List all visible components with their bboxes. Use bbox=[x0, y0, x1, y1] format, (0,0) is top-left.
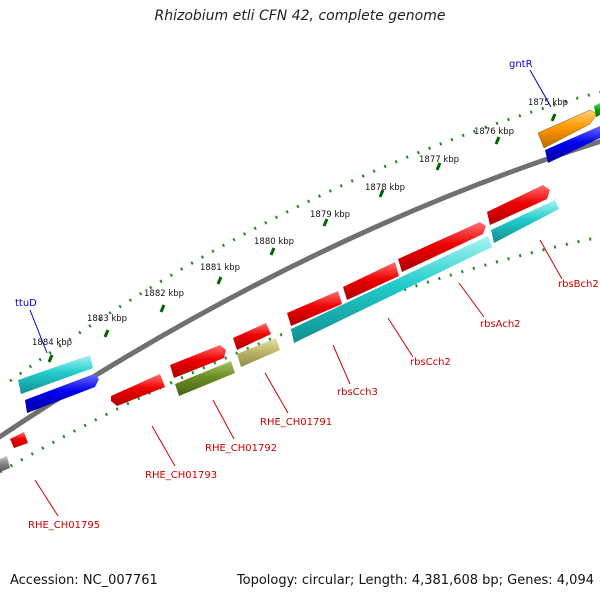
gene-label-rhe-ch01795[interactable]: RHE_CH01795 bbox=[28, 520, 100, 531]
tick-1884 bbox=[47, 354, 54, 363]
gene-label-gntr[interactable]: gntR bbox=[509, 59, 533, 70]
gene-rbscch3-red[interactable] bbox=[287, 291, 342, 326]
gene-label-ttud[interactable]: ttuD bbox=[15, 298, 37, 309]
gene-label-rbscch3[interactable]: rbsCch3 bbox=[337, 387, 378, 398]
leader-rbscch3 bbox=[332, 344, 351, 385]
tick-label-1877: 1877 kbp bbox=[419, 155, 459, 165]
gene-rhe-ch01792-red[interactable] bbox=[170, 345, 226, 378]
gene-gntr-arrow[interactable] bbox=[537, 109, 598, 149]
tick-1875 bbox=[550, 113, 557, 122]
leader-ttud bbox=[29, 309, 48, 354]
tick-marks bbox=[47, 113, 557, 363]
gene-gray-partial[interactable] bbox=[0, 456, 10, 472]
leader-rhe-ch01795 bbox=[34, 479, 59, 517]
gene-blue-upper[interactable] bbox=[545, 126, 600, 163]
gene-ttud-arrow[interactable] bbox=[25, 374, 99, 413]
gene-rbs-cyan-long[interactable] bbox=[291, 236, 492, 343]
tick-1881 bbox=[216, 276, 223, 285]
leader-rbscch2 bbox=[387, 317, 414, 358]
gene-cyan-left[interactable] bbox=[18, 355, 93, 394]
gene-label-rbsach2[interactable]: rbsAch2 bbox=[480, 319, 521, 330]
tick-label-1883: 1883 kbp bbox=[87, 314, 127, 324]
tick-label-1876: 1876 kbp bbox=[474, 127, 514, 137]
tick-1879 bbox=[322, 218, 329, 227]
leader-rbsbch2 bbox=[539, 239, 563, 280]
tick-label-1881: 1881 kbp bbox=[200, 263, 240, 273]
gene-rbsach2-red[interactable] bbox=[398, 222, 486, 272]
leader-rhe-ch01792 bbox=[212, 399, 235, 440]
tick-1876 bbox=[494, 136, 501, 145]
tick-1883 bbox=[103, 329, 110, 338]
tick-1880 bbox=[269, 247, 276, 256]
leader-rbsach2 bbox=[458, 282, 485, 318]
gene-rhe-ch01791-khaki[interactable] bbox=[237, 338, 280, 367]
tick-1877 bbox=[435, 162, 442, 171]
gene-label-rhe-ch01792[interactable]: RHE_CH01792 bbox=[205, 443, 277, 454]
tick-label-1880: 1880 kbp bbox=[254, 237, 294, 247]
leader-rhe-ch01791 bbox=[264, 372, 289, 414]
inner-ruler bbox=[0, 235, 600, 474]
gene-green-partial[interactable] bbox=[594, 103, 600, 117]
leader-gntr bbox=[529, 69, 552, 108]
tick-label-1882: 1882 kbp bbox=[144, 289, 184, 299]
gene-rhe-ch01792-olive[interactable] bbox=[175, 361, 235, 396]
gene-rbsbch2-cyan[interactable] bbox=[491, 200, 559, 243]
tick-label-1884: 1884 kbp bbox=[32, 338, 72, 348]
accession-text: Accession: NC_007761 bbox=[10, 573, 158, 588]
tick-label-1878: 1878 kbp bbox=[365, 183, 405, 193]
leader-rhe-ch01793 bbox=[151, 425, 176, 467]
gene-rhe-ch01795-red[interactable] bbox=[10, 432, 28, 448]
tick-1882 bbox=[159, 304, 166, 313]
genome-backbone bbox=[0, 138, 600, 440]
tick-label-1879: 1879 kbp bbox=[310, 210, 350, 220]
gene-label-rbsbch2[interactable]: rbsBch2 bbox=[558, 279, 599, 290]
gene-rbsbch2-red[interactable] bbox=[487, 185, 550, 225]
tick-label-1875: 1875 kbp bbox=[528, 98, 568, 108]
gene-rhe-ch01793-red[interactable] bbox=[111, 374, 165, 406]
gene-label-rhe-ch01793[interactable]: RHE_CH01793 bbox=[145, 470, 217, 481]
gene-label-rbscch2[interactable]: rbsCch2 bbox=[410, 357, 451, 368]
gene-label-rhe-ch01791[interactable]: RHE_CH01791 bbox=[260, 417, 332, 428]
map-title: Rhizobium etli CFN 42, complete genome bbox=[154, 8, 446, 24]
gene-rhe-ch01791-red[interactable] bbox=[233, 323, 271, 350]
gene-rbscch2-red[interactable] bbox=[343, 262, 399, 300]
genome-summary: Topology: circular; Length: 4,381,608 bp… bbox=[236, 573, 594, 588]
tick-1878 bbox=[378, 189, 385, 198]
